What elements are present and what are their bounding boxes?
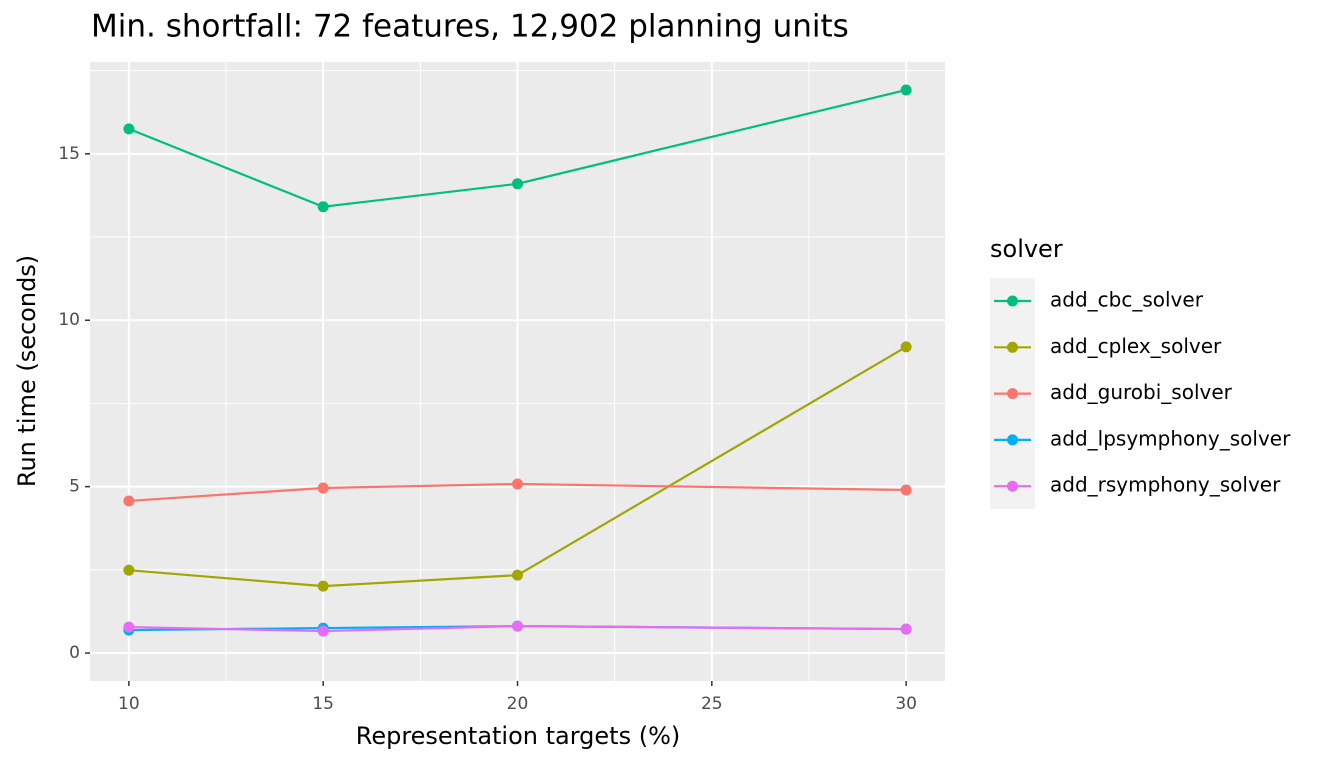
x-tick-label: 15	[312, 694, 334, 714]
point	[512, 478, 523, 490]
legend-key-point	[1007, 434, 1018, 446]
y-tick-label: 5	[69, 477, 80, 497]
point	[123, 564, 135, 576]
x-tick-label: 10	[118, 694, 140, 714]
point	[123, 495, 135, 507]
point	[900, 84, 912, 96]
x-tick-label: 20	[507, 694, 529, 714]
point	[512, 620, 523, 632]
x-axis-label: Representation targets (%)	[356, 722, 681, 750]
legend-label: add_cplex_solver	[1050, 334, 1222, 358]
y-tick-label: 15	[58, 144, 80, 164]
series-line	[128, 345, 907, 588]
point	[900, 623, 912, 635]
legend-key-point	[1007, 388, 1018, 400]
point	[317, 625, 329, 637]
legend-label: add_cbc_solver	[1050, 288, 1204, 312]
x-tick-label: 25	[701, 694, 723, 714]
legend-label: add_gurobi_solver	[1050, 380, 1233, 404]
point	[900, 484, 912, 496]
series-line	[128, 624, 907, 633]
legend-title: solver	[990, 235, 1063, 263]
series-line	[128, 88, 907, 208]
point	[900, 341, 912, 353]
y-axis-label: Run time (seconds)	[13, 255, 41, 487]
point	[123, 621, 135, 633]
point	[317, 201, 329, 213]
legend-label: add_rsymphony_solver	[1050, 473, 1281, 497]
point	[317, 580, 329, 592]
chart-title: Min. shortfall: 72 features, 12,902 plan…	[91, 9, 849, 45]
y-tick-label: 0	[69, 643, 80, 663]
legend-key-point	[1007, 341, 1018, 353]
point	[123, 123, 135, 135]
legend-key-point	[1007, 480, 1018, 492]
x-tick-label: 30	[895, 694, 917, 714]
point	[512, 178, 523, 190]
y-tick-label: 10	[58, 310, 80, 330]
point	[512, 569, 523, 581]
legend-key-point	[1007, 295, 1018, 307]
point	[317, 482, 329, 494]
series-line	[128, 482, 907, 503]
legend-label: add_lpsymphony_solver	[1050, 426, 1291, 450]
